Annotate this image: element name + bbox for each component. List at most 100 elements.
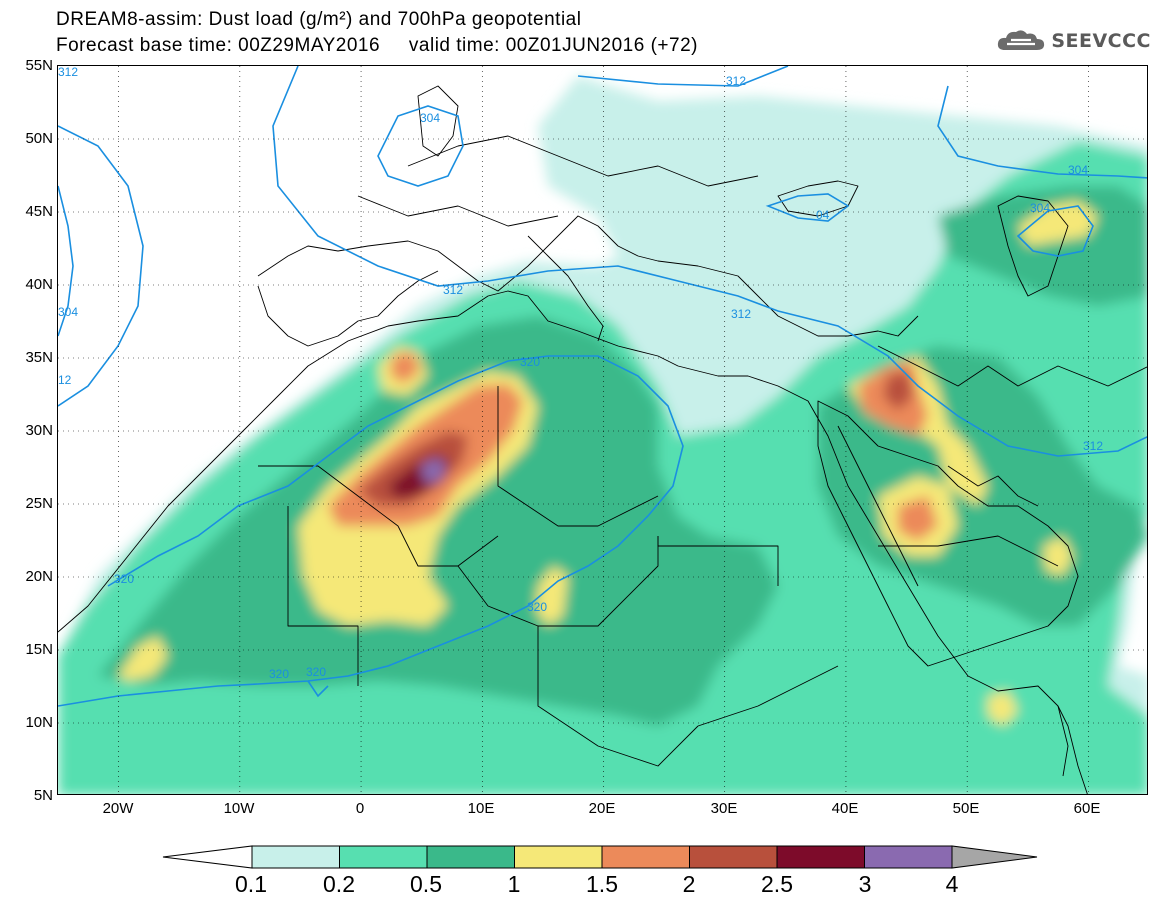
contour-304-caspian <box>1016 205 1094 257</box>
border-3 <box>457 536 659 627</box>
lon-tick-label: 20W <box>102 800 134 817</box>
lat-tick-label: 20N <box>25 568 53 585</box>
colorbar-label: 3 <box>858 871 872 897</box>
border-5 <box>497 386 659 527</box>
geopotential-contours <box>58 66 1147 707</box>
contour-label: 320 <box>269 667 289 681</box>
dust-region-3 <box>420 458 446 484</box>
border-9 <box>357 195 559 227</box>
italy-coast <box>527 235 604 342</box>
contour-label: 320 <box>520 355 540 369</box>
lat-tick-label: 10N <box>25 714 53 731</box>
contour-label: 320 <box>527 600 547 614</box>
lon-tick-label: 10E <box>467 800 495 817</box>
lat-tick-label: 25N <box>25 495 53 512</box>
contour-312-north <box>577 66 789 87</box>
border-8 <box>407 135 759 187</box>
contour-label: 312 <box>726 74 746 88</box>
contour-304-east <box>937 85 1147 179</box>
lon-tick-label: 10W <box>223 800 255 817</box>
map-plot-area: 312 304 312 304 304 04 312 312 320 12 30… <box>57 65 1148 795</box>
caspian-coast <box>997 195 1069 297</box>
contour-label: 04 <box>816 208 830 222</box>
dust-region-1-chad <box>536 566 568 626</box>
colorbar-label: 1 <box>507 871 521 897</box>
cloud-icon <box>998 30 1045 50</box>
contour-label: 312 <box>58 66 78 79</box>
contour-label: 320 <box>114 572 134 586</box>
contour-label: 312 <box>731 307 751 321</box>
contour-label: 312 <box>1083 439 1103 453</box>
border-7 <box>697 665 839 727</box>
colorbar-label: 0.5 <box>410 871 442 897</box>
colorbar-cell <box>601 845 690 869</box>
contour-label: 304 <box>420 111 440 125</box>
coastlines-borders <box>58 85 1147 794</box>
colorbar-label: 0.1 <box>235 871 267 897</box>
colorbar-cell <box>426 845 515 869</box>
colorbar-label: 2.5 <box>761 871 793 897</box>
colorbar-cell <box>514 845 603 869</box>
madagascar-like <box>1057 705 1069 777</box>
lon-tick-label: 20E <box>588 800 616 817</box>
lat-tick-label: 30N <box>25 422 53 439</box>
colorbar-cells <box>251 845 953 869</box>
colorbar-cell <box>776 845 865 869</box>
contour-label: 320 <box>306 665 326 679</box>
lat-tick-label: 40N <box>25 276 53 293</box>
contour-304-blacksea <box>765 193 850 222</box>
map-title: DREAM8-assim: Dust load (g/m²) and 700hP… <box>56 9 582 30</box>
lat-tick-label: 55N <box>25 57 53 74</box>
lon-tick-label: 0 <box>355 800 365 817</box>
logo-text: SEEVCCC <box>1051 30 1151 52</box>
contour-labels: 312 304 312 304 304 04 312 312 320 12 30… <box>58 66 1103 681</box>
contour-304-uk <box>377 105 464 187</box>
map-subtitle: Forecast base time: 00Z29MAY2016 valid t… <box>56 35 698 56</box>
contour-label: 304 <box>1030 201 1050 215</box>
red-sea-coast <box>837 425 919 587</box>
lat-tick-label: 5N <box>33 787 53 804</box>
contour-312-nw <box>272 66 1147 457</box>
gulf-coast <box>947 465 1039 507</box>
dust-region-1-west <box>118 636 168 681</box>
colorbar-cell <box>339 845 428 869</box>
colorbar-under-arrow <box>162 845 253 869</box>
dust-fields <box>58 76 1147 794</box>
border-10 <box>877 345 1147 387</box>
lon-tick-label: 60E <box>1073 800 1101 817</box>
arabia-coast <box>817 400 1079 667</box>
colorbar-over-arrow <box>951 845 1038 869</box>
colorbar <box>162 845 1038 869</box>
border-2 <box>287 506 359 686</box>
colorbar-label: 0.2 <box>323 871 355 897</box>
colorbar-cell <box>251 845 340 869</box>
lon-tick-label: 40E <box>831 800 859 817</box>
contour-label: 304 <box>1068 163 1088 177</box>
lat-tick-label: 35N <box>25 349 53 366</box>
dust-region-2-iraq <box>883 371 913 411</box>
contour-12-west <box>58 125 144 407</box>
dust-region-1-somalia <box>988 691 1018 726</box>
border-4 <box>657 536 779 586</box>
contour-320-south <box>307 680 329 698</box>
colorbar-cell <box>864 845 953 869</box>
contour-04-west <box>58 185 74 337</box>
contour-label: 304 <box>58 305 78 319</box>
contour-label: 12 <box>58 373 72 387</box>
lon-tick-label: 30E <box>710 800 738 817</box>
dust-load-map: 312 304 312 304 304 04 312 312 320 12 30… <box>58 66 1147 794</box>
contour-label: 312 <box>443 283 463 297</box>
iberia-coast <box>257 270 439 347</box>
colorbar-cell <box>689 845 778 869</box>
dust-region-1-5-n <box>390 351 420 384</box>
border-11 <box>878 535 1059 567</box>
border-6 <box>537 626 699 767</box>
africa-coastline <box>58 290 1088 794</box>
europe-coastline <box>257 215 919 337</box>
dust-region-1-5-saudi <box>898 496 938 541</box>
lat-tick-label: 15N <box>25 641 53 658</box>
uk-coast <box>417 85 459 157</box>
lat-tick-label: 45N <box>25 203 53 220</box>
lat-tick-label: 50N <box>25 130 53 147</box>
colorbar-label: 2 <box>682 871 696 897</box>
